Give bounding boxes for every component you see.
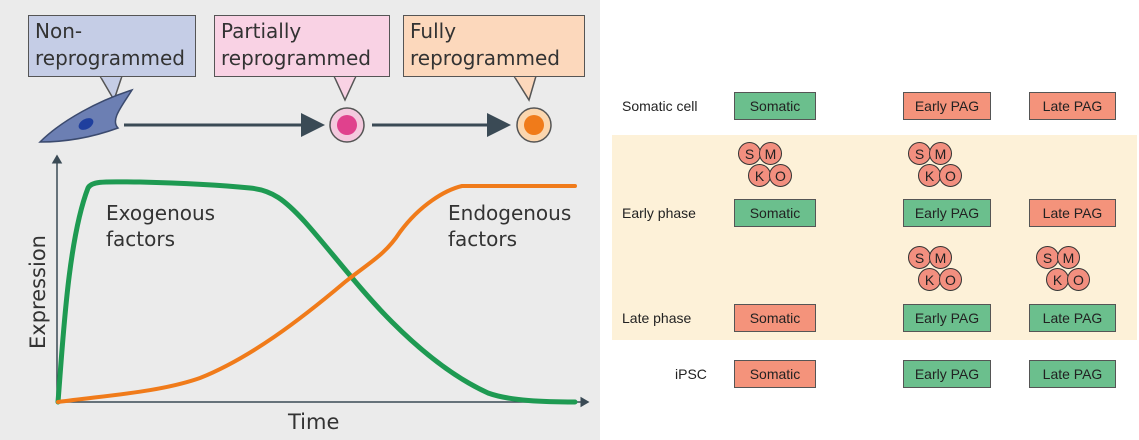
fully-box-pointer: [512, 75, 537, 102]
gene-box-somatic: Somatic: [734, 92, 816, 120]
partial-box-pointer: [332, 75, 358, 102]
factor-o: O: [939, 164, 962, 187]
stage-label-line: reprogrammed: [35, 46, 185, 70]
gene-box-early-pag: Early PAG: [903, 92, 991, 120]
exogenous-factors-label: Exogenous factors: [106, 200, 215, 252]
stage-label-line: reprogrammed: [221, 46, 371, 70]
endogenous-factors-curve: [56, 184, 577, 404]
factor-m: M: [1057, 246, 1080, 269]
endogenous-factors-label: Endogenous factors: [448, 200, 571, 252]
y-axis-label-text: Expression: [26, 235, 50, 349]
gene-box-early-pag: Early PAG: [903, 199, 991, 227]
stage-label-line: Partially: [221, 19, 302, 43]
factor-m: M: [929, 142, 952, 165]
fully-reprogrammed-cell-icon: [516, 107, 552, 143]
partially-reprogrammed-cell-icon: [329, 107, 365, 143]
factor-s: S: [1036, 246, 1059, 269]
stage-label-fully-reprogrammed: Fully reprogrammed: [403, 15, 585, 77]
stage-label-line: Fully: [410, 19, 457, 43]
row-label-somatic-cell: Somatic cell: [622, 98, 698, 114]
curve-label-line: Endogenous: [448, 201, 572, 225]
reprogramming-expression-diagram: Non- reprogrammed Partially reprogrammed…: [0, 0, 600, 440]
factor-o: O: [939, 268, 962, 291]
factor-o: O: [769, 164, 792, 187]
gene-box-somatic: Somatic: [734, 360, 816, 388]
factor-s: S: [908, 246, 931, 269]
stage-label-partially-reprogrammed: Partially reprogrammed: [214, 15, 390, 77]
stage-label-line: Non-: [35, 19, 83, 43]
factor-k: K: [918, 164, 941, 187]
factor-s: S: [908, 142, 931, 165]
osmk-factor-cluster: S M K O: [908, 142, 988, 198]
gene-box-late-pag: Late PAG: [1029, 360, 1116, 388]
expression-plot-svg: [38, 74, 590, 408]
gene-box-somatic: Somatic: [734, 199, 816, 227]
factor-o: O: [1067, 268, 1090, 291]
row-label-ipsc: iPSC: [675, 366, 707, 382]
stage-label-line: reprogrammed: [410, 46, 560, 70]
gene-box-early-pag: Early PAG: [903, 360, 991, 388]
row-label-late-phase: Late phase: [622, 310, 692, 326]
stage-label-non-reprogrammed: Non- reprogrammed: [28, 15, 196, 77]
curve-label-line: Exogenous: [106, 201, 216, 225]
gene-box-somatic: Somatic: [734, 304, 816, 332]
gene-box-late-pag: Late PAG: [1029, 199, 1116, 227]
x-axis-label: Time: [288, 410, 340, 434]
factor-k: K: [748, 164, 771, 187]
osmk-factor-cluster: S M K O: [738, 142, 818, 198]
factor-m: M: [759, 142, 782, 165]
factor-k: K: [1046, 268, 1069, 291]
fibroblast-cell-icon: [38, 88, 134, 143]
gene-box-late-pag: Late PAG: [1029, 92, 1116, 120]
osmk-factor-cluster: S M K O: [1036, 246, 1116, 302]
factor-s: S: [738, 142, 761, 165]
curve-label-line: factors: [448, 227, 518, 251]
curve-label-line: factors: [106, 227, 176, 251]
factor-k: K: [918, 268, 941, 291]
factor-m: M: [929, 246, 952, 269]
osmk-factor-cluster: S M K O: [908, 246, 988, 302]
exogenous-factors-curve: [55, 179, 578, 405]
gene-box-late-pag: Late PAG: [1029, 304, 1116, 332]
gene-box-early-pag: Early PAG: [903, 304, 991, 332]
row-label-early-phase: Early phase: [622, 205, 696, 221]
gene-activation-diagram: Somatic cell Early phase Late phase iPSC…: [612, 0, 1139, 440]
